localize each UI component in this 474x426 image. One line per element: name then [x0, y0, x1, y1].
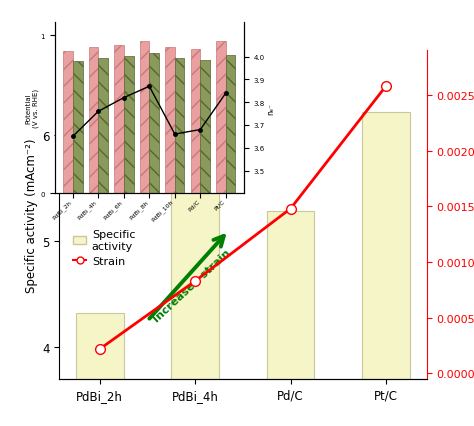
- Bar: [172, 187, 219, 426]
- Bar: [114, 46, 124, 194]
- Bar: [165, 48, 175, 194]
- Bar: [175, 59, 184, 194]
- Bar: [98, 59, 108, 194]
- Bar: [216, 42, 226, 194]
- Bar: [73, 62, 82, 194]
- Bar: [149, 54, 159, 194]
- Y-axis label: nₑ⁻: nₑ⁻: [266, 103, 275, 115]
- Y-axis label: Potential
(V vs. RHE): Potential (V vs. RHE): [26, 89, 39, 128]
- Bar: [201, 60, 210, 194]
- Legend: Specific
activity, Strain: Specific activity, Strain: [68, 225, 140, 271]
- Y-axis label: Specific activity (mAcm⁻²): Specific activity (mAcm⁻²): [25, 138, 38, 292]
- Bar: [124, 58, 134, 194]
- Text: Increased strain: Increased strain: [152, 248, 233, 324]
- Bar: [226, 56, 236, 194]
- Bar: [191, 49, 201, 194]
- Bar: [76, 314, 124, 426]
- Bar: [63, 52, 73, 194]
- Bar: [267, 212, 314, 426]
- Bar: [140, 42, 149, 194]
- Bar: [89, 48, 98, 194]
- Bar: [362, 112, 410, 426]
